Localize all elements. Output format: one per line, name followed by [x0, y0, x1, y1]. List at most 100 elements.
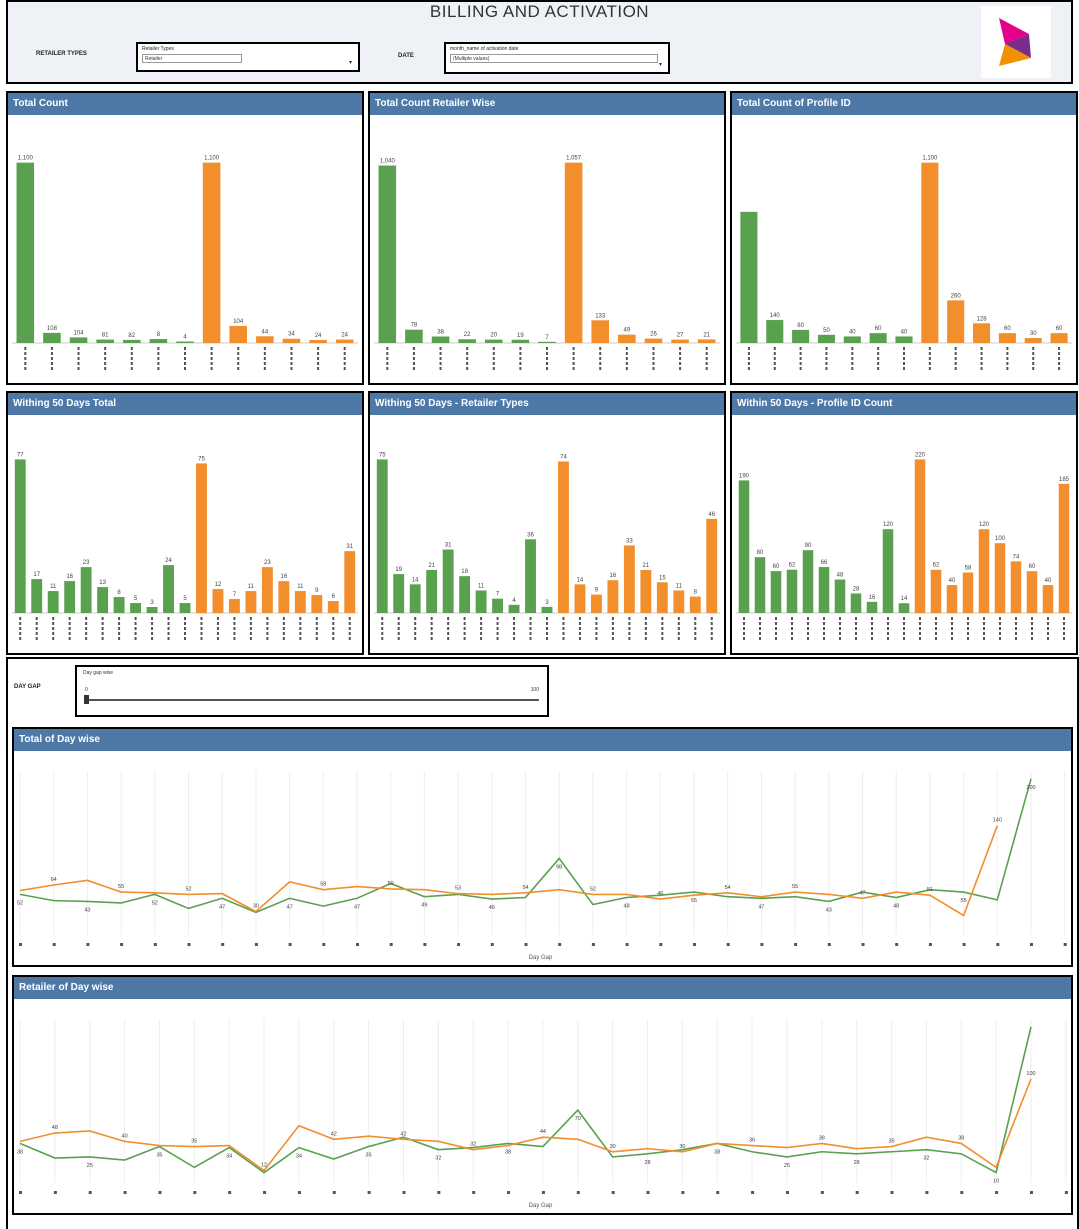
bar[interactable]: [882, 529, 894, 613]
bar[interactable]: [508, 604, 520, 613]
bar[interactable]: [146, 607, 158, 613]
bar[interactable]: [492, 598, 504, 613]
bar[interactable]: [973, 323, 991, 343]
bar[interactable]: [16, 162, 35, 343]
bar[interactable]: [697, 339, 716, 343]
bar[interactable]: [541, 606, 553, 613]
bar[interactable]: [689, 596, 701, 613]
bar[interactable]: [97, 587, 109, 613]
bar[interactable]: [261, 567, 273, 613]
bar[interactable]: [196, 463, 207, 613]
bar[interactable]: [458, 339, 476, 343]
bar[interactable]: [327, 601, 339, 613]
bar[interactable]: [309, 340, 327, 343]
bar[interactable]: [866, 601, 878, 613]
bar[interactable]: [1010, 561, 1022, 613]
bar[interactable]: [914, 459, 926, 613]
bar[interactable]: [484, 339, 503, 343]
bar[interactable]: [792, 329, 810, 343]
bar[interactable]: [644, 338, 663, 343]
bar[interactable]: [818, 566, 830, 613]
bar[interactable]: [393, 574, 405, 613]
bar[interactable]: [706, 518, 718, 613]
bar[interactable]: [122, 339, 141, 343]
bar[interactable]: [978, 529, 990, 613]
day-gap-slider-track[interactable]: [85, 699, 539, 701]
bar[interactable]: [113, 597, 125, 613]
series-line-orange[interactable]: [19, 1078, 1032, 1172]
bar[interactable]: [538, 341, 556, 343]
bar[interactable]: [80, 567, 92, 613]
bar[interactable]: [998, 333, 1016, 343]
bar[interactable]: [511, 339, 530, 343]
bar[interactable]: [786, 569, 798, 613]
bar[interactable]: [431, 336, 450, 343]
bar[interactable]: [525, 539, 536, 613]
bar[interactable]: [591, 320, 610, 343]
bar[interactable]: [1024, 338, 1042, 343]
bar[interactable]: [770, 571, 782, 613]
bar[interactable]: [930, 569, 942, 613]
bar[interactable]: [69, 337, 88, 343]
series-line-green[interactable]: [19, 1026, 1032, 1174]
bar[interactable]: [179, 603, 191, 613]
bar[interactable]: [1026, 571, 1038, 613]
bar[interactable]: [409, 584, 421, 613]
bar[interactable]: [850, 593, 862, 613]
bar[interactable]: [1042, 585, 1054, 613]
bar[interactable]: [962, 572, 974, 613]
bar[interactable]: [607, 580, 619, 613]
bar[interactable]: [740, 211, 758, 343]
bar[interactable]: [623, 545, 635, 613]
bar[interactable]: [994, 543, 1006, 613]
chevron-down-icon[interactable]: ▾: [348, 60, 352, 66]
retailer-types-select[interactable]: Retailer: [142, 54, 242, 63]
bar[interactable]: [574, 584, 586, 613]
bar[interactable]: [1050, 333, 1068, 343]
bar[interactable]: [344, 551, 356, 613]
bar[interactable]: [176, 341, 194, 343]
bar[interactable]: [766, 320, 784, 343]
series-line-orange[interactable]: [19, 825, 999, 917]
bar[interactable]: [946, 585, 958, 613]
bar[interactable]: [754, 557, 766, 613]
bar[interactable]: [1058, 483, 1070, 613]
bar[interactable]: [228, 599, 240, 613]
bar[interactable]: [656, 582, 668, 613]
bar[interactable]: [31, 579, 43, 613]
chevron-down-icon[interactable]: ▾: [658, 62, 662, 68]
bar[interactable]: [212, 589, 224, 613]
bar[interactable]: [64, 581, 76, 613]
bar[interactable]: [311, 595, 323, 613]
bar[interactable]: [947, 300, 965, 343]
bar[interactable]: [673, 590, 685, 613]
bar[interactable]: [202, 162, 221, 343]
bar[interactable]: [618, 334, 636, 343]
bar[interactable]: [149, 339, 168, 343]
bar[interactable]: [802, 550, 814, 613]
bar[interactable]: [475, 590, 487, 613]
day-gap-slider-handle[interactable]: [84, 695, 89, 704]
bar[interactable]: [564, 162, 583, 343]
bar[interactable]: [558, 461, 569, 613]
day-gap-filter[interactable]: Day gap wise 0 100: [75, 665, 549, 717]
bar[interactable]: [43, 332, 61, 343]
bar[interactable]: [405, 329, 423, 343]
bar[interactable]: [245, 591, 257, 613]
bar[interactable]: [442, 549, 454, 613]
bar[interactable]: [426, 570, 438, 613]
bar[interactable]: [256, 336, 274, 343]
date-filter[interactable]: month_name of activation date (Multiple …: [444, 42, 670, 74]
bar[interactable]: [376, 459, 388, 613]
bar[interactable]: [229, 325, 248, 343]
bar[interactable]: [869, 333, 887, 343]
bar[interactable]: [898, 603, 910, 613]
series-line-green[interactable]: [19, 778, 1032, 914]
bar[interactable]: [834, 579, 846, 613]
bar[interactable]: [14, 459, 26, 613]
bar[interactable]: [817, 334, 835, 343]
bar[interactable]: [47, 591, 59, 613]
bar[interactable]: [738, 480, 750, 613]
bar[interactable]: [640, 570, 652, 613]
retailer-types-filter[interactable]: Retailer Types Retailer ▾: [136, 42, 360, 72]
